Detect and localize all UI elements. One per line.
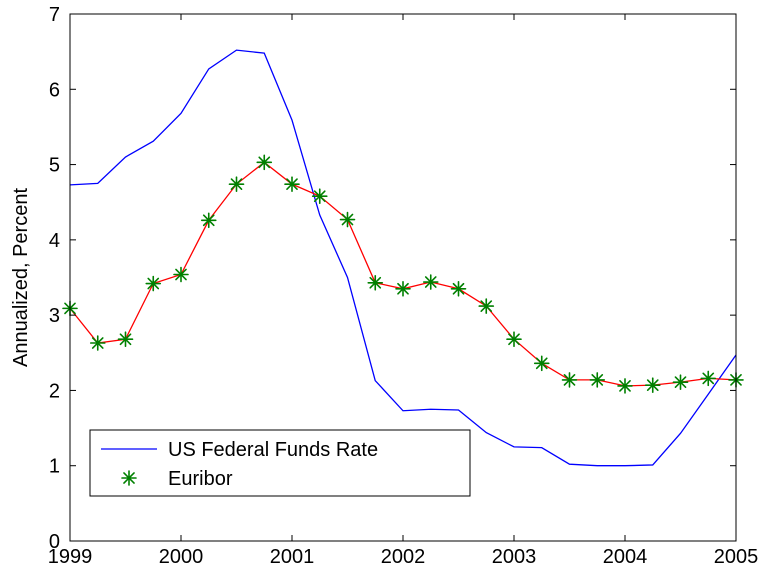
data-point xyxy=(117,331,134,348)
y-axis-label: Annualized, Percent xyxy=(10,188,32,367)
y-tick-label: 2 xyxy=(49,380,60,402)
legend: US Federal Funds Rate Euribor xyxy=(89,429,471,497)
data-point xyxy=(395,280,411,297)
x-tick-label: 2002 xyxy=(381,546,426,568)
x-tick-label: 2001 xyxy=(270,546,315,568)
data-point xyxy=(672,374,689,390)
y-tick-label: 1 xyxy=(49,456,60,478)
data-point xyxy=(506,331,522,348)
y-tick-label: 4 xyxy=(49,230,60,252)
series-line-0 xyxy=(69,49,737,467)
legend-label: US Federal Funds Rate xyxy=(168,439,378,461)
data-point xyxy=(339,211,356,228)
data-point xyxy=(478,298,495,314)
x-tick-label: 2000 xyxy=(159,546,204,568)
data-point xyxy=(256,154,273,171)
data-point xyxy=(311,188,328,204)
data-point xyxy=(700,370,717,387)
data-point xyxy=(617,378,633,394)
y-tick-label: 3 xyxy=(49,305,60,327)
x-tick-label: 2005 xyxy=(714,546,759,568)
legend-marker-icon xyxy=(121,470,137,486)
data-point xyxy=(367,274,384,291)
y-tick-label: 7 xyxy=(49,4,60,26)
data-point xyxy=(561,372,578,388)
legend-box xyxy=(89,429,471,497)
data-point xyxy=(589,372,606,388)
data-point xyxy=(173,266,189,283)
x-tick-label: 2004 xyxy=(603,546,648,568)
data-point xyxy=(145,275,162,292)
legend-label: Euribor xyxy=(168,468,233,490)
y-tick-label: 0 xyxy=(49,531,60,553)
data-point xyxy=(228,176,245,192)
x-tick-label: 2003 xyxy=(492,546,537,568)
data-point xyxy=(200,212,217,229)
axes-layer: 1999 2000 2001 2002 2003 2004 2005 0 1 2 3 4 5 6 7 xyxy=(48,4,759,568)
data-point xyxy=(89,335,106,351)
y-tick-label: 5 xyxy=(49,155,60,177)
data-point xyxy=(450,280,467,297)
y-tick-label: 6 xyxy=(49,79,60,101)
data-point xyxy=(533,355,550,372)
data-point xyxy=(284,176,300,192)
x-tick-label: 1999 xyxy=(48,546,93,568)
data-point xyxy=(644,377,661,393)
series-layer xyxy=(62,49,744,467)
data-point xyxy=(422,274,439,290)
